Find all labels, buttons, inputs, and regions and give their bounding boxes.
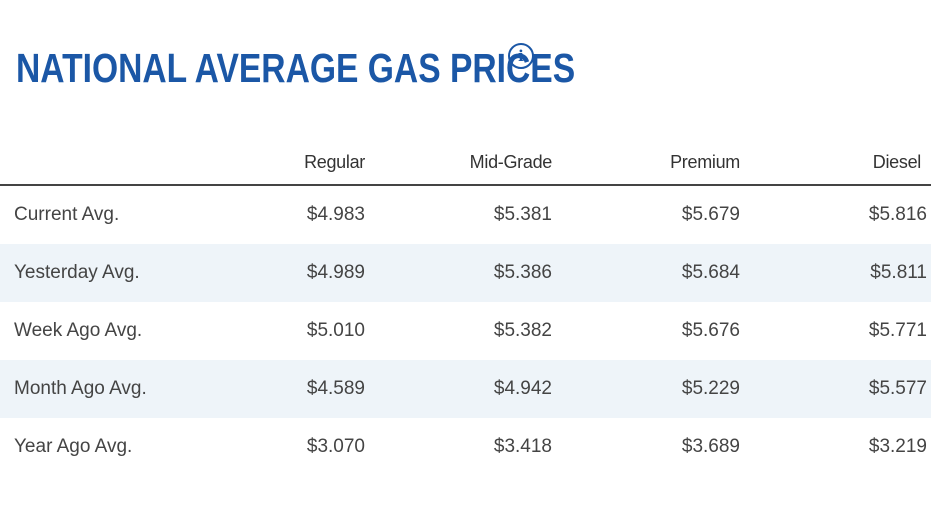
price-premium: $5.229 [552,360,740,418]
column-header-blank [0,140,190,186]
price-mid-grade: $4.942 [365,360,552,418]
price-diesel: $5.811 [740,244,931,302]
price-regular: $4.589 [190,360,365,418]
row-label: Yesterday Avg. [0,244,190,302]
price-premium: $5.676 [681,320,740,341]
column-header-diesel: Diesel [740,140,931,186]
info-icon[interactable]: i [508,43,534,69]
price-premium: $5.684 [552,244,740,302]
price-mid-grade: $5.386 [365,244,552,302]
row-label: Year Ago Avg. [14,436,133,457]
column-header-regular: Regular [190,140,365,186]
price-regular: $4.983 [306,204,365,225]
price-regular: $4.989 [190,244,365,302]
table-row: Month Ago Avg. $4.589 $4.942 $5.229 $5.5… [0,360,931,418]
price-mid-grade: $5.382 [493,320,552,341]
price-diesel: $5.771 [868,320,927,341]
price-regular: $3.070 [306,436,365,457]
price-premium: $3.689 [681,436,740,457]
table-row: Week Ago Avg. $5.010 $5.382 $5.676 $5.77… [0,302,931,360]
table-row: Year Ago Avg. $3.070 $3.418 $3.689 $3.21… [0,418,931,476]
row-label: Week Ago Avg. [14,320,143,341]
price-premium: $5.679 [681,204,740,225]
price-mid-grade: $5.381 [493,204,552,225]
table-header-row: Regular Mid-Grade Premium Diesel [0,140,931,186]
title-row: NATIONAL AVERAGE GAS PRICES i [16,42,576,94]
price-diesel: $3.219 [868,436,927,457]
column-header-mid-grade: Mid-Grade [365,140,552,186]
row-label: Month Ago Avg. [0,360,190,418]
page-title: NATIONAL AVERAGE GAS PRICES [16,45,576,91]
price-regular: $5.010 [306,320,365,341]
table-row: Yesterday Avg. $4.989 $5.386 $5.684 $5.8… [0,244,931,302]
table-row: Current Avg. $4.983 $5.381 $5.679 $5.816 [0,185,931,244]
row-label: Current Avg. [14,204,120,225]
column-header-premium: Premium [552,140,740,186]
price-mid-grade: $3.418 [493,436,552,457]
price-diesel: $5.577 [740,360,931,418]
price-diesel: $5.816 [868,204,927,225]
gas-prices-table: Regular Mid-Grade Premium Diesel Current… [0,140,931,476]
